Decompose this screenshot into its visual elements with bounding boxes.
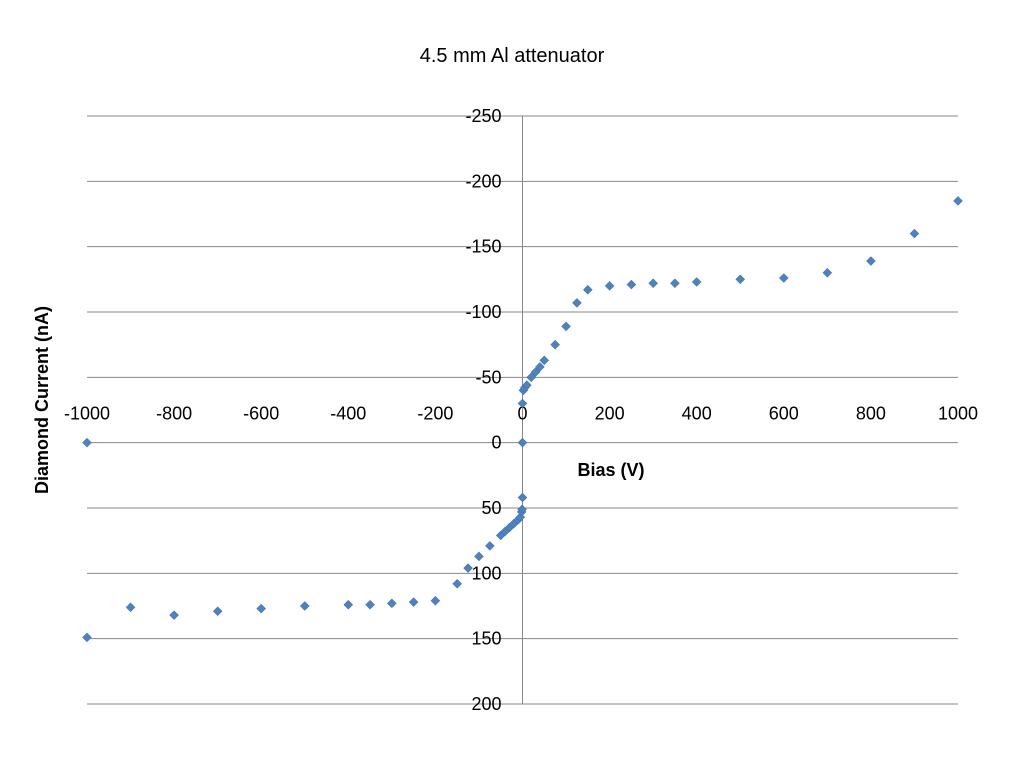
data-point bbox=[515, 512, 526, 523]
data-point bbox=[212, 606, 223, 617]
data-point bbox=[626, 279, 637, 290]
data-point bbox=[535, 362, 545, 372]
y-tick-label: 100 bbox=[471, 563, 501, 583]
data-point bbox=[430, 595, 441, 606]
x-tick-label: 1000 bbox=[938, 404, 978, 424]
x-tick-label: -800 bbox=[156, 404, 192, 424]
y-tick-label: 200 bbox=[471, 694, 501, 714]
data-point bbox=[386, 598, 397, 609]
y-tick-label: 0 bbox=[491, 433, 501, 453]
data-point bbox=[953, 196, 963, 206]
data-point bbox=[604, 281, 615, 291]
data-point bbox=[822, 267, 833, 278]
y-tick-labels: -250 -200 -150 -100 -50 0 50 100 150 200 bbox=[465, 106, 501, 714]
data-point bbox=[522, 380, 532, 391]
x-tick-label: 400 bbox=[682, 404, 712, 424]
data-point bbox=[82, 632, 92, 643]
data-point bbox=[517, 398, 528, 409]
x-tick-label: 800 bbox=[856, 404, 886, 424]
x-tick-label: -400 bbox=[330, 404, 366, 424]
x-tick-label: -1000 bbox=[64, 404, 110, 424]
x-tick-label: 600 bbox=[769, 404, 799, 424]
data-point bbox=[670, 278, 680, 289]
data-point bbox=[561, 321, 571, 332]
x-tick-label: -200 bbox=[417, 404, 453, 424]
data-point bbox=[408, 597, 419, 607]
data-point bbox=[474, 551, 484, 562]
data-point bbox=[778, 273, 789, 283]
data-point bbox=[735, 274, 746, 285]
chart-title: 4.5 mm Al attenuator bbox=[420, 45, 605, 67]
y-axis-label: Diamond Current (nA) bbox=[32, 306, 52, 494]
y-tick-label: -150 bbox=[465, 237, 501, 257]
data-point bbox=[526, 372, 537, 383]
data-point bbox=[517, 504, 527, 515]
data-point bbox=[463, 563, 473, 573]
data-point bbox=[125, 602, 136, 613]
y-tick-label: -100 bbox=[465, 302, 501, 322]
y-tick-label: 150 bbox=[471, 629, 501, 649]
y-tick-label: -50 bbox=[475, 367, 501, 387]
data-point bbox=[648, 278, 659, 289]
x-tick-label: 0 bbox=[517, 404, 527, 424]
data-point bbox=[866, 256, 876, 266]
data-points bbox=[82, 196, 963, 643]
data-point bbox=[550, 339, 561, 350]
data-point bbox=[452, 578, 463, 589]
data-point bbox=[169, 610, 179, 621]
data-point bbox=[517, 437, 528, 448]
x-tick-labels: -1000 -800 -600 -400 -200 0 200 400 600 800 1000 bbox=[64, 404, 978, 424]
data-point bbox=[691, 277, 702, 287]
data-point bbox=[539, 355, 550, 366]
data-point bbox=[256, 603, 267, 614]
data-point bbox=[909, 228, 920, 239]
data-point bbox=[299, 601, 310, 611]
x-axis-label: Bias (V) bbox=[577, 460, 644, 480]
data-point bbox=[365, 599, 375, 610]
x-tick-label: -600 bbox=[243, 404, 279, 424]
data-point bbox=[484, 541, 495, 551]
data-point bbox=[530, 367, 541, 377]
data-point bbox=[517, 492, 528, 503]
y-tick-label: -200 bbox=[465, 171, 501, 191]
data-point bbox=[82, 437, 92, 448]
x-tick-label: 200 bbox=[595, 404, 625, 424]
data-point bbox=[572, 297, 582, 308]
y-tick-label: 50 bbox=[481, 498, 501, 518]
data-point bbox=[343, 599, 354, 610]
data-point bbox=[582, 284, 593, 295]
y-tick-label: -250 bbox=[465, 106, 501, 126]
